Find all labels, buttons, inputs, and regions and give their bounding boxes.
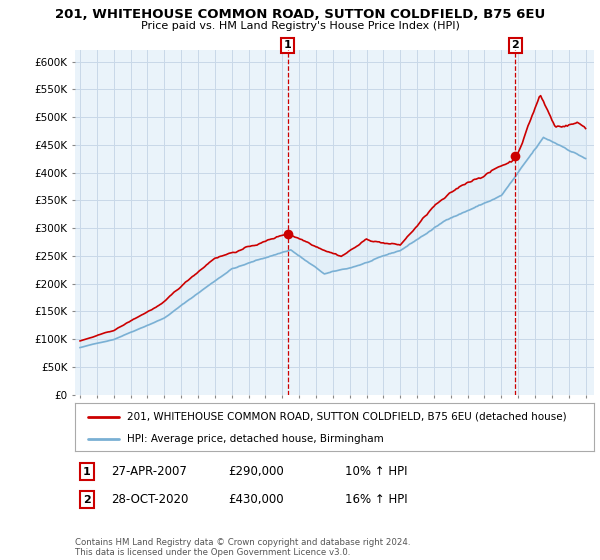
- Text: 28-OCT-2020: 28-OCT-2020: [111, 493, 188, 506]
- Text: 1: 1: [284, 40, 292, 50]
- Text: Contains HM Land Registry data © Crown copyright and database right 2024.
This d: Contains HM Land Registry data © Crown c…: [75, 538, 410, 557]
- Text: 16% ↑ HPI: 16% ↑ HPI: [345, 493, 407, 506]
- Text: 201, WHITEHOUSE COMMON ROAD, SUTTON COLDFIELD, B75 6EU: 201, WHITEHOUSE COMMON ROAD, SUTTON COLD…: [55, 8, 545, 21]
- Text: 2: 2: [83, 494, 91, 505]
- Text: 1: 1: [83, 466, 91, 477]
- Text: 201, WHITEHOUSE COMMON ROAD, SUTTON COLDFIELD, B75 6EU (detached house): 201, WHITEHOUSE COMMON ROAD, SUTTON COLD…: [127, 412, 566, 422]
- Text: £430,000: £430,000: [228, 493, 284, 506]
- Text: 27-APR-2007: 27-APR-2007: [111, 465, 187, 478]
- Text: Price paid vs. HM Land Registry's House Price Index (HPI): Price paid vs. HM Land Registry's House …: [140, 21, 460, 31]
- Text: £290,000: £290,000: [228, 465, 284, 478]
- Text: 10% ↑ HPI: 10% ↑ HPI: [345, 465, 407, 478]
- Text: HPI: Average price, detached house, Birmingham: HPI: Average price, detached house, Birm…: [127, 434, 383, 444]
- Text: 2: 2: [511, 40, 519, 50]
